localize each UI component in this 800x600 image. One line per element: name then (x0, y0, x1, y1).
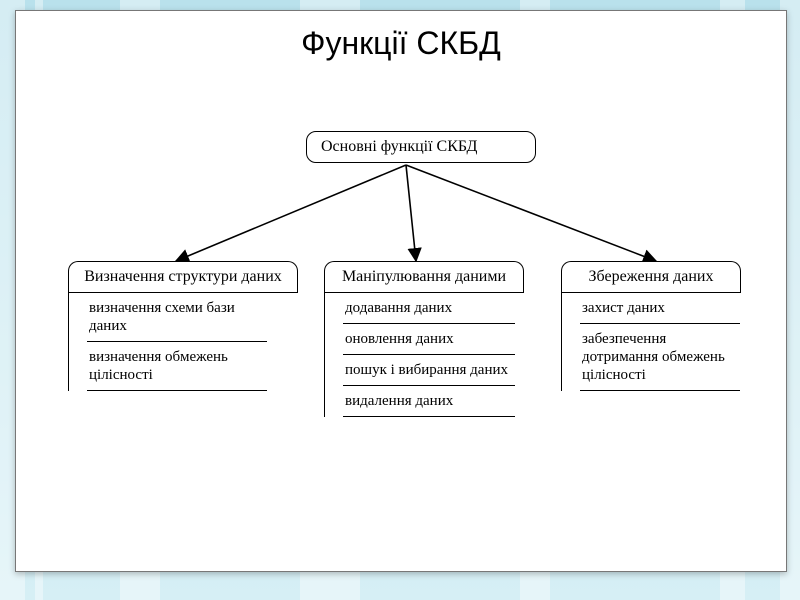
branch-item: визначення обмежень цілісності (87, 342, 267, 391)
branch-item: забезпечення дотримання обмежень цілісно… (580, 324, 740, 391)
branch-item: оновлення даних (343, 324, 515, 355)
branch-item: додавання даних (343, 293, 515, 324)
branch-body: додавання данихоновлення данихпошук і ви… (324, 292, 524, 417)
branch-items: визначення схеми бази данихвизначення об… (69, 293, 267, 391)
root-node: Основні функції СКБД (306, 131, 536, 163)
branch-items: додавання данихоновлення данихпошук і ви… (325, 293, 515, 417)
root-node-label: Основні функції СКБД (321, 138, 477, 155)
slide-title: Функції СКБД (16, 25, 786, 62)
branch-items: захист данихзабезпечення дотримання обме… (562, 293, 740, 391)
branch-item: визначення схеми бази даних (87, 293, 267, 342)
branch-head: Маніпулювання даними (324, 261, 524, 292)
arrow (176, 165, 406, 261)
branch: Визначення структури данихвизначення схе… (68, 261, 298, 391)
branch-body: захист данихзабезпечення дотримання обме… (561, 292, 741, 391)
branch-item: захист даних (580, 293, 740, 324)
slide: Функції СКБД Основні функції СКБД Визнач… (15, 10, 787, 572)
arrow (406, 165, 416, 261)
branch-head: Визначення структури даних (68, 261, 298, 292)
branch-head: Збереження даних (561, 261, 741, 292)
arrow (406, 165, 656, 261)
branch: Збереження данихзахист данихзабезпечення… (561, 261, 741, 391)
branch: Маніпулювання данимидодавання данихоновл… (324, 261, 524, 417)
branch-item: пошук і вибирання даних (343, 355, 515, 386)
branch-body: визначення схеми бази данихвизначення об… (68, 292, 298, 391)
branch-item: видалення даних (343, 386, 515, 417)
